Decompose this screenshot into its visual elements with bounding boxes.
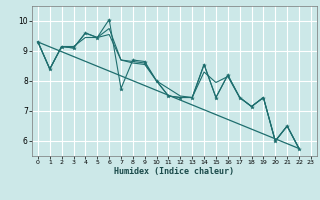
X-axis label: Humidex (Indice chaleur): Humidex (Indice chaleur) — [115, 167, 234, 176]
